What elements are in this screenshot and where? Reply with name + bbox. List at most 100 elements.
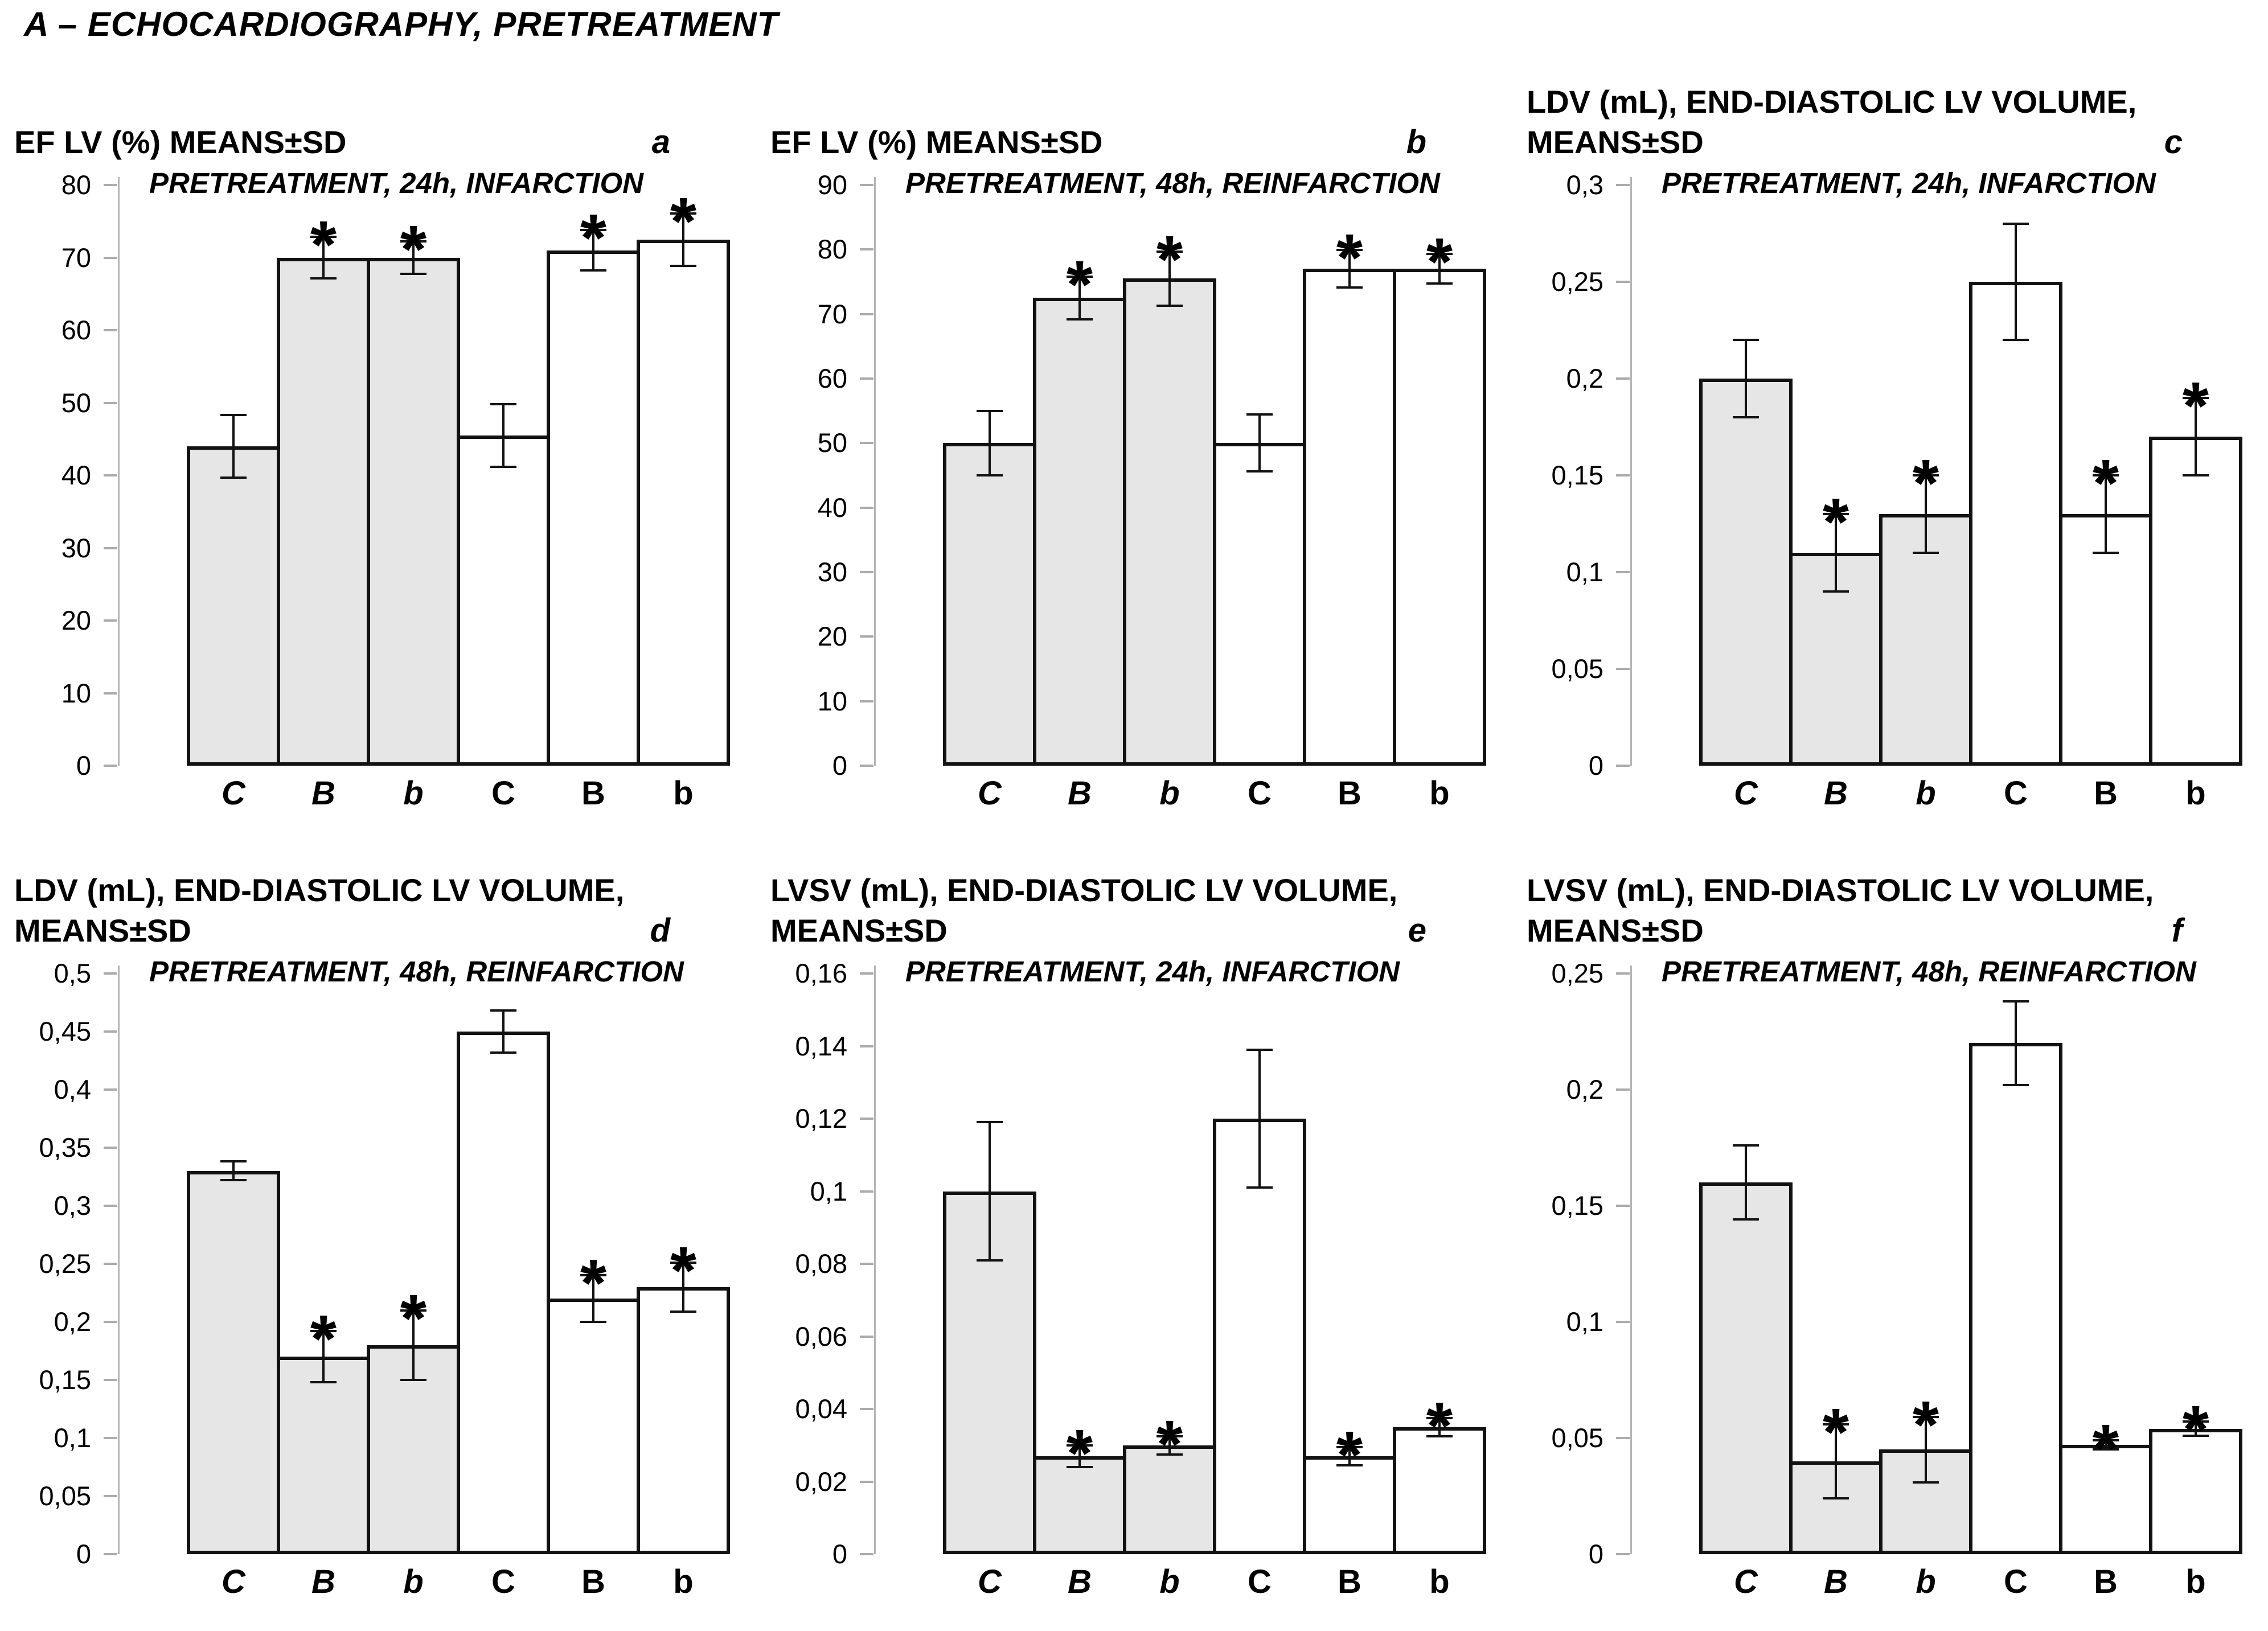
error-bar-cap-bottom — [1067, 318, 1093, 321]
x-category-label: C — [978, 1563, 1002, 1600]
y-tick-mark — [104, 619, 117, 622]
chart-title-row: LDV (mL), END-DIASTOLIC LV VOLUME, — [14, 870, 756, 910]
y-tick-mark — [860, 1118, 873, 1120]
y-tick-mark — [1616, 184, 1630, 186]
y-tick-label: 0,45 — [39, 1016, 91, 1046]
bar-B-right-group — [547, 250, 640, 766]
error-bar — [1925, 1417, 1927, 1482]
bar-b-right-group — [1393, 269, 1486, 766]
y-tick-label: 0,16 — [795, 958, 847, 988]
error-bar-cap-top — [580, 229, 606, 232]
bar-b-right-group — [2149, 1428, 2242, 1554]
y-tick-label: 30 — [61, 532, 91, 563]
y-tick-label: 0,15 — [1551, 1190, 1603, 1221]
chart-title-row: LVSV (mL), END-DIASTOLIC LV VOLUME, — [1527, 870, 2268, 910]
error-bar-cap-bottom — [1246, 470, 1273, 473]
x-category-label: C — [491, 1563, 515, 1600]
error-bar-cap-top — [1246, 413, 1273, 416]
error-bar-cap-top — [670, 1261, 696, 1264]
y-tick-label: 0,14 — [795, 1030, 847, 1061]
x-category-label: b — [673, 775, 694, 812]
error-bar-cap-bottom — [1156, 1453, 1183, 1456]
bar-B-right-group — [547, 1299, 640, 1554]
y-tick-mark — [860, 377, 873, 380]
error-bar-cap-bottom — [1426, 1435, 1453, 1437]
y-tick-label: 0,15 — [1551, 460, 1603, 490]
x-category-label: b — [2185, 775, 2206, 812]
error-bar-cap-bottom — [580, 1321, 606, 1323]
error-bar-cap-bottom — [310, 1381, 337, 1384]
error-bar-cap-bottom — [400, 272, 426, 275]
y-tick-label: 0,15 — [39, 1365, 91, 1395]
panel-letter: e — [1408, 912, 1426, 949]
y-tick-mark — [860, 1263, 873, 1265]
plot-area: 00,050,10,150,20,250,30,350,40,450,5****… — [14, 955, 756, 1569]
x-category-label: B — [311, 775, 335, 812]
x-category-label: B — [581, 1563, 605, 1600]
chart-panel-f: LVSV (mL), END-DIASTOLIC LV VOLUME, MEANS… — [1512, 843, 2268, 1628]
error-bar-cap-top — [1156, 250, 1183, 253]
y-tick-label: 0 — [76, 1539, 91, 1569]
y-axis-line — [874, 966, 876, 1554]
y-tick-mark — [104, 401, 117, 404]
y-tick-mark — [1616, 571, 1630, 573]
y-tick-label: 0 — [832, 1539, 847, 1569]
error-bar — [412, 1310, 415, 1380]
y-tick-label: 0,25 — [39, 1248, 91, 1279]
x-category-label: b — [1916, 775, 1936, 812]
chart-title: MEANS±SD — [1527, 124, 1704, 160]
y-tick-label: 0,1 — [810, 1176, 847, 1206]
chart-panel-c: LDV (mL), END-DIASTOLIC LV VOLUME, MEANS±… — [1512, 54, 2268, 840]
chart-title: LVSV (mL), END-DIASTOLIC LV VOLUME, — [1527, 872, 2154, 908]
error-bar-cap-top — [2093, 1439, 2119, 1442]
error-bar — [682, 1262, 684, 1312]
y-tick-label: 40 — [61, 460, 91, 490]
y-tick-mark — [1616, 765, 1630, 767]
error-bar-cap-top — [1733, 339, 1759, 341]
bar-B-left-group — [277, 257, 370, 766]
x-category-label: b — [1916, 1563, 1936, 1600]
error-bar — [1078, 276, 1081, 319]
x-category-label: C — [1248, 775, 1272, 812]
y-tick-label: 0,3 — [54, 1190, 91, 1221]
error-bar-cap-bottom — [977, 1259, 1003, 1262]
error-bar-cap-bottom — [2003, 339, 2029, 341]
y-tick-mark — [1616, 1437, 1630, 1439]
chart-title-block: LVSV (mL), END-DIASTOLIC LV VOLUME, MEANS… — [770, 843, 1512, 951]
bar-b-right-group — [2149, 437, 2242, 766]
bar-C-right-group — [1969, 282, 2062, 766]
error-bar-cap-bottom — [670, 264, 696, 267]
y-tick-mark — [860, 1045, 873, 1047]
error-bar-cap-bottom — [490, 1051, 516, 1054]
error-bar-cap-top — [1336, 249, 1363, 252]
bar-b-left-group — [1879, 514, 1972, 766]
y-tick-mark — [1616, 474, 1630, 476]
y-tick-label: 60 — [61, 315, 91, 345]
y-tick-mark — [104, 1495, 117, 1497]
error-bar — [1438, 1418, 1441, 1436]
y-tick-label: 0 — [1588, 1539, 1603, 1569]
chart-title: LDV (mL), END-DIASTOLIC LV VOLUME, — [1527, 84, 2137, 120]
error-bar-cap-top — [2003, 1000, 2029, 1003]
bar-b-left-group — [1123, 278, 1216, 766]
x-category-label: C — [2004, 1563, 2028, 1600]
y-tick-label: 0,06 — [795, 1321, 847, 1351]
y-tick-mark — [104, 547, 117, 549]
y-tick-mark — [104, 1030, 117, 1033]
error-bar — [1745, 340, 1747, 417]
y-tick-mark — [104, 184, 117, 186]
y-tick-mark — [860, 248, 873, 251]
chart-subtitle: PRETREATMENT, 24h, INFARCTION — [149, 167, 643, 199]
chart-title-row: LVSV (mL), END-DIASTOLIC LV VOLUME, — [770, 870, 1512, 910]
plot-area: 00,050,10,150,20,250,3****PRETREATMENT, … — [1527, 167, 2268, 780]
x-category-label: b — [1159, 1563, 1180, 1600]
y-tick-label: 0,04 — [795, 1394, 847, 1424]
error-bar — [1745, 1145, 1747, 1220]
error-bar-cap-bottom — [2003, 1083, 2029, 1086]
x-category-label: B — [1338, 775, 1361, 812]
panel-letter: a — [651, 124, 670, 161]
